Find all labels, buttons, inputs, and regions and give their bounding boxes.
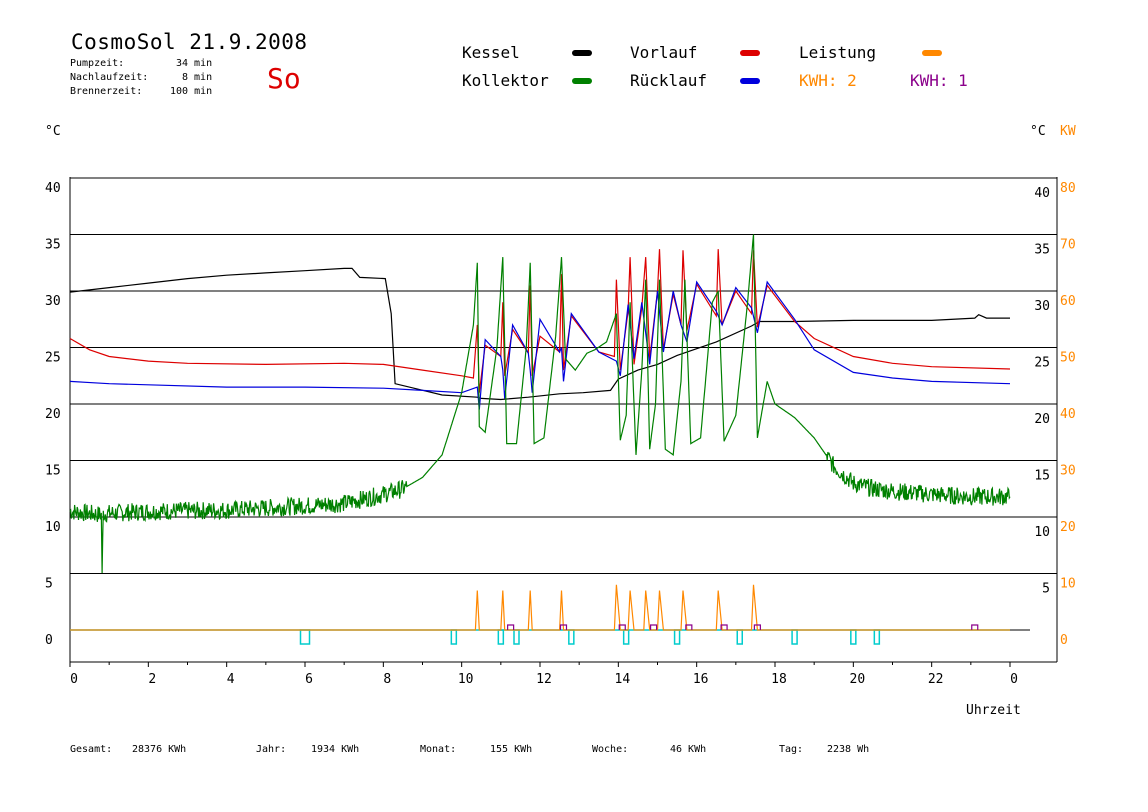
- kwh1-mark: [649, 624, 658, 630]
- pump-marker: [513, 629, 520, 645]
- y2-tick-label: 30: [1060, 464, 1076, 479]
- y-tick-right-label: 40: [1034, 186, 1050, 201]
- footer-woche-value: 46 KWh: [670, 744, 707, 755]
- series-ruecklauf-line: [69, 280, 1011, 410]
- x-tick-label: 8: [383, 672, 391, 687]
- y-tick-left-label: 0: [45, 633, 53, 648]
- y2-tick-label: 10: [1060, 577, 1076, 592]
- x-tick-label: 20: [850, 672, 866, 687]
- kwh1-mark: [720, 624, 728, 630]
- x-tick-label: 16: [693, 672, 709, 687]
- y-tick-right-label: 10: [1034, 525, 1050, 540]
- y-tick-left-label: 30: [45, 294, 61, 309]
- y-tick-right-label: 5: [1042, 582, 1050, 597]
- x-tick-label: 12: [536, 672, 552, 687]
- series-kessel-line: [69, 267, 1010, 401]
- legend-kollektor-label: Kollektor: [462, 71, 549, 90]
- kwh1-mark: [507, 624, 515, 630]
- y-tick-left-label: 35: [45, 238, 61, 253]
- y-tick-right-label: 35: [1034, 243, 1050, 258]
- stat-brennerzeit-label: Brennerzeit:: [70, 86, 143, 97]
- stat-nachlaufzeit-value: 8 min: [182, 72, 213, 83]
- x-axis-label: Uhrzeit: [966, 703, 1021, 718]
- legend-ruecklauf-label: Rücklauf: [630, 71, 708, 90]
- y2-tick-label: 50: [1060, 351, 1076, 366]
- footer-monat-label: Monat:: [420, 744, 457, 755]
- y-tick-left-label: 15: [45, 464, 61, 479]
- legend-kwh1-label: KWH: 1: [910, 71, 968, 90]
- pump-marker: [622, 629, 630, 645]
- legend-vorlauf-label: Vorlauf: [630, 43, 698, 62]
- pump-marker: [736, 629, 743, 645]
- y2-tick-label: 60: [1060, 294, 1076, 309]
- y-tick-left-label: 40: [45, 181, 61, 196]
- legend-leistung-label: Leistung: [799, 43, 877, 62]
- y-tick-left-label: 20: [45, 407, 61, 422]
- footer-tag-label: Tag:: [779, 744, 804, 755]
- series-vorlauf-line: [69, 249, 1011, 393]
- kwh1-mark: [971, 624, 979, 630]
- series-kollektor-line: [69, 234, 1011, 574]
- stat-nachlaufzeit-label: Nachlaufzeit:: [70, 72, 149, 83]
- kwh1-mark: [559, 624, 568, 630]
- y2-tick-label: 20: [1060, 520, 1076, 535]
- y-tick-right-label: 30: [1034, 299, 1050, 314]
- x-tick-label: 2: [148, 672, 156, 687]
- x-tick-label: 0: [70, 672, 78, 687]
- right-axis-unit-kw: KW: [1060, 124, 1076, 139]
- legend-kessel-swatch: [572, 50, 592, 56]
- pump-marker: [497, 629, 505, 645]
- x-tick-label: 4: [227, 672, 235, 687]
- x-tick-label: 22: [928, 672, 944, 687]
- stat-pumpzeit-label: Pumpzeit:: [70, 58, 125, 69]
- pump-marker: [791, 629, 798, 645]
- footer-tag-value: 2238 Wh: [827, 744, 870, 755]
- kwh1-mark: [685, 624, 693, 630]
- pump-marker: [673, 629, 681, 645]
- left-axis-unit: °C: [45, 124, 61, 139]
- y-tick-right-label: 15: [1034, 469, 1050, 484]
- day-label: So: [267, 62, 301, 95]
- pump-marker: [299, 629, 311, 645]
- y2-tick-label: 0: [1060, 633, 1068, 648]
- chart-title: CosmoSol 21.9.2008: [71, 30, 308, 54]
- pump-marker: [873, 629, 881, 645]
- footer-jahr-label: Jahr:: [256, 744, 287, 755]
- x-tick-label: 14: [615, 672, 631, 687]
- series-leistung-line: [70, 584, 1010, 631]
- right-axis-unit: °C: [1030, 124, 1046, 139]
- footer-monat-value: 155 KWh: [490, 744, 533, 755]
- x-tick-label: 10: [458, 672, 474, 687]
- y2-tick-label: 40: [1060, 407, 1076, 422]
- pump-marker: [850, 629, 857, 645]
- legend-kollektor-swatch: [572, 78, 592, 84]
- footer-jahr-value: 1934 KWh: [311, 744, 360, 755]
- stat-pumpzeit-value: 34 min: [176, 58, 213, 69]
- y-tick-right-label: 20: [1034, 412, 1050, 427]
- footer-gesamt-label: Gesamt:: [70, 744, 113, 755]
- pump-marker: [450, 629, 458, 645]
- y2-tick-label: 80: [1060, 181, 1076, 196]
- y-tick-left-label: 10: [45, 520, 61, 535]
- legend-vorlauf-swatch: [740, 50, 760, 56]
- legend-kwh2-label: KWH: 2: [799, 71, 857, 90]
- x-tick-label: 0: [1010, 672, 1018, 687]
- kwh1-mark: [753, 624, 761, 630]
- y2-tick-label: 70: [1060, 238, 1076, 253]
- y-tick-right-label: 25: [1034, 356, 1050, 371]
- x-tick-label: 6: [305, 672, 313, 687]
- stat-brennerzeit-value: 100 min: [170, 86, 213, 97]
- y-tick-left-label: 5: [45, 577, 53, 592]
- pump-marker: [568, 629, 575, 645]
- footer-gesamt-value: 28376 KWh: [132, 744, 187, 755]
- x-tick-label: 18: [771, 672, 787, 687]
- legend-ruecklauf-swatch: [740, 78, 760, 84]
- footer-woche-label: Woche:: [592, 744, 629, 755]
- legend-kessel-label: Kessel: [462, 43, 520, 62]
- kwh1-mark: [618, 624, 626, 630]
- y-tick-left-label: 25: [45, 351, 61, 366]
- legend-leistung-swatch: [922, 50, 942, 56]
